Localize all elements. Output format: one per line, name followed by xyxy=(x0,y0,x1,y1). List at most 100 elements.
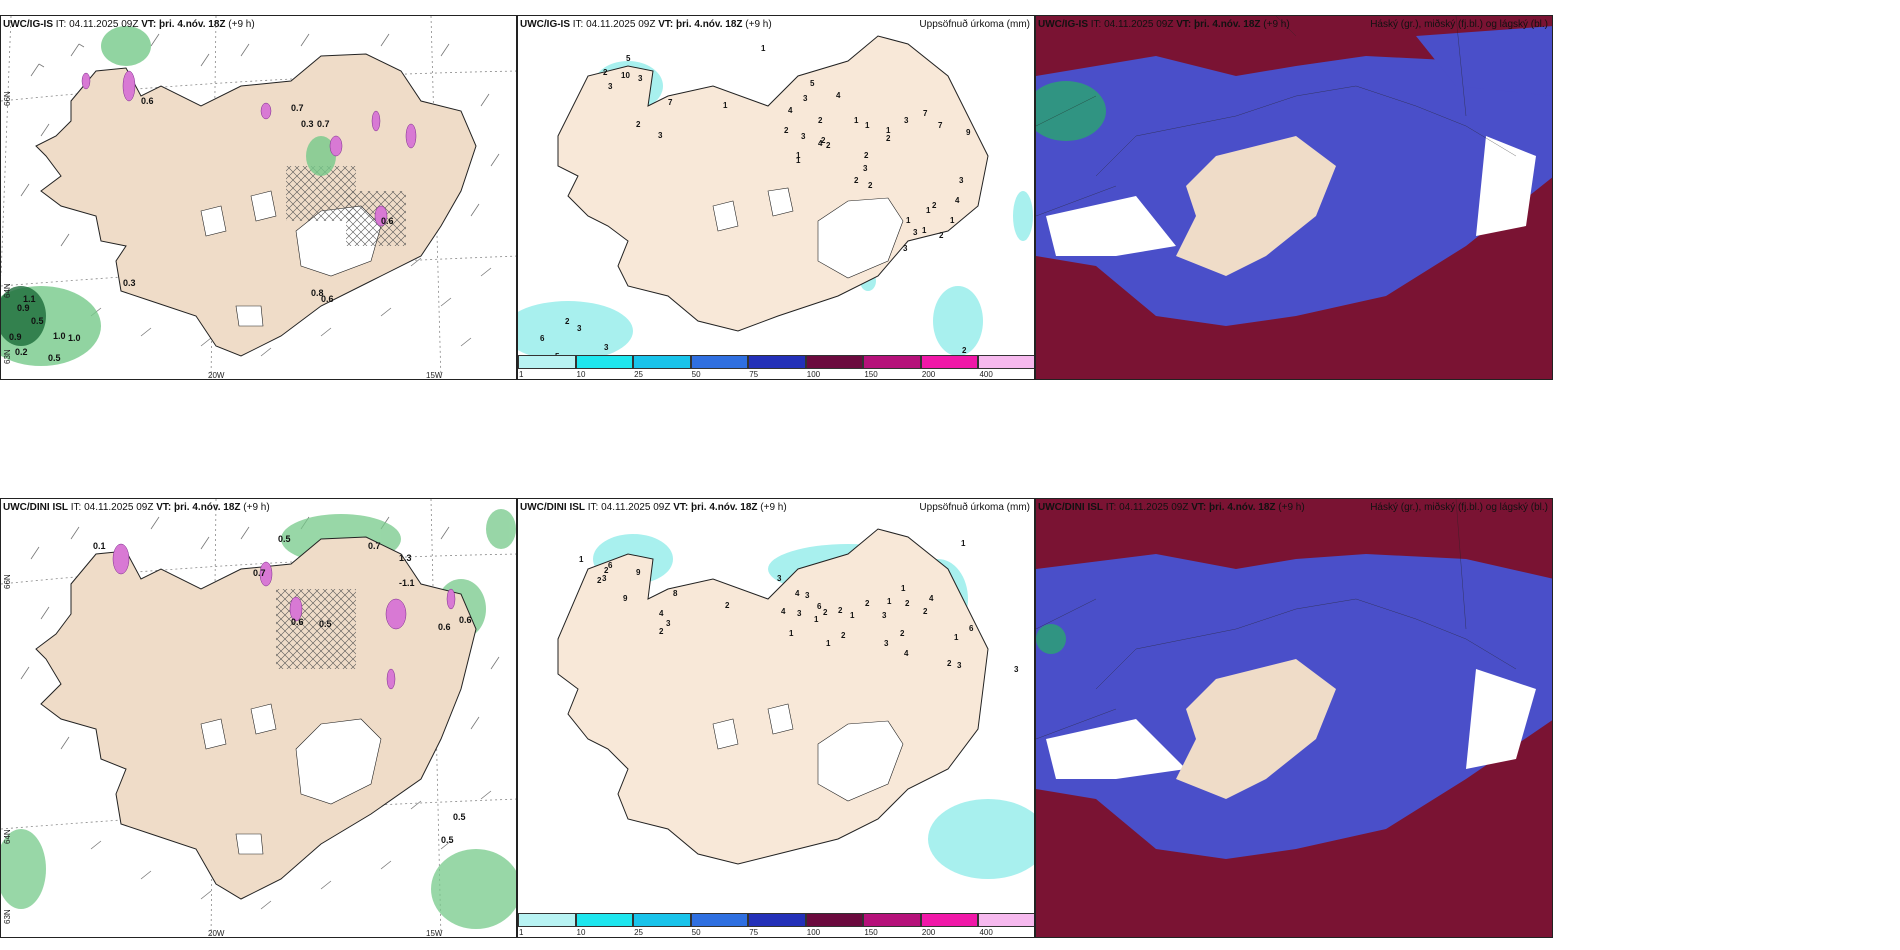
precip-amount-label: 6 xyxy=(969,624,974,633)
precip-amount-label: 9 xyxy=(966,128,971,137)
precip-amount-label: 3 xyxy=(602,574,607,583)
precip-amount-label: 2 xyxy=(932,201,937,210)
precip-value: 0.6 xyxy=(438,622,451,632)
colorbar-swatch xyxy=(575,355,634,369)
precip-amount-label: 3 xyxy=(608,82,613,91)
colorbar-tick: 1 xyxy=(519,928,524,937)
wind-map xyxy=(1,16,516,379)
precip-value: 0.5 xyxy=(441,835,454,845)
precip-amount-label: 9 xyxy=(623,594,628,603)
precip-map xyxy=(557,528,1034,879)
precip-amount-label: 7 xyxy=(668,98,673,107)
wind-map xyxy=(1,499,516,937)
lon-label: 20W xyxy=(208,929,225,938)
panel-title: Háský (gr.), miðský (fj.bl.) og lágský (… xyxy=(1370,502,1548,513)
precip-amount-label: 3 xyxy=(805,591,810,600)
precip-amount-label: 1 xyxy=(926,206,931,215)
precip-amount-label: 3 xyxy=(957,661,962,670)
colorbar-tick: 25 xyxy=(634,370,644,379)
iceland-land xyxy=(557,35,989,332)
precip-amount-label: 9 xyxy=(636,568,641,577)
colorbar-swatch xyxy=(978,355,1034,369)
precip-amount-label: 4 xyxy=(818,139,823,148)
precip-amount-label: 3 xyxy=(884,639,889,648)
precip-value: -1.1 xyxy=(399,578,415,588)
colorbar-tick: 75 xyxy=(749,928,759,937)
precip-amount-label: 6 xyxy=(817,602,822,611)
precip-amount-label: 4 xyxy=(788,106,793,115)
precip-amount-label: 3 xyxy=(604,343,609,352)
precip-amount-label: 2 xyxy=(604,566,609,575)
precip-amount-label: 5 xyxy=(810,79,815,88)
precip-amount-label: 1 xyxy=(723,101,728,110)
precip-amount-label: 2 xyxy=(821,136,826,145)
precip-value: 0.1 xyxy=(93,541,106,551)
precip-amount-label: 3 xyxy=(913,228,918,237)
map-panel-clouds-dini: UWC/DINI ISL IT: 04.11.2025 09Z VT: þri.… xyxy=(1035,498,1553,938)
panel-header: UWC/DINI ISL IT: 04.11.2025 09Z VT: þri.… xyxy=(520,502,787,513)
precip-value: 0.6 xyxy=(381,216,394,226)
panel-header: UWC/IG-IS IT: 04.11.2025 09Z VT: þri. 4.… xyxy=(520,19,772,30)
precip-amount-label: 1 xyxy=(826,639,831,648)
precip-amount-label: 2 xyxy=(939,231,944,240)
colorbar-swatch xyxy=(920,913,979,927)
precip-amount-label: 1 xyxy=(761,44,766,53)
colorbar-tick: 50 xyxy=(691,370,701,379)
precip-amount-label: 1 xyxy=(887,597,892,606)
precip-amount-label: 5 xyxy=(626,54,631,63)
precip-amount-label: 2 xyxy=(784,126,789,135)
precip-amount-label: 2 xyxy=(868,181,873,190)
precip-amount-label: 4 xyxy=(659,609,664,618)
lat-label: 64N xyxy=(3,829,12,844)
precip-amount-label: 2 xyxy=(962,346,967,355)
precip-amount-label: 10 xyxy=(621,71,630,80)
lon-label: 20W xyxy=(208,371,225,380)
precip-amount-label: 1 xyxy=(886,126,891,135)
precip-value: 0.6 xyxy=(141,96,154,106)
precip-amount-label: 2 xyxy=(900,629,905,638)
precip-amount-label: 4 xyxy=(955,196,960,205)
precip-amount-label: 2 xyxy=(854,176,859,185)
colorbar-swatch xyxy=(863,355,921,369)
panel-title: Uppsöfnuð úrkoma (mm) xyxy=(919,19,1030,30)
precip-value: 0.3 xyxy=(123,278,136,288)
colorbar-swatch xyxy=(863,913,921,927)
precip-amount-label: 2 xyxy=(905,599,910,608)
precip-amount-label: 3 xyxy=(801,132,806,141)
precip-amount-label: 3 xyxy=(803,94,808,103)
colorbar-swatch xyxy=(575,913,634,927)
precip-amount-label: 6 xyxy=(540,334,545,343)
precip-amount-label: 3 xyxy=(904,116,909,125)
precip-value: 0.9 xyxy=(9,332,22,342)
panel-header: UWC/IG-IS IT: 04.11.2025 09Z VT: þri. 4.… xyxy=(1038,19,1290,30)
precip-amount-label: 1 xyxy=(950,216,955,225)
precip-value: 0.7 xyxy=(291,103,304,113)
precip-amount-label: 3 xyxy=(903,244,908,253)
colorbar-swatch xyxy=(633,913,691,927)
colorbar-tick: 25 xyxy=(634,928,644,937)
colorbar-tick: 75 xyxy=(749,370,759,379)
precip-amount-label: 4 xyxy=(781,607,786,616)
map-panel-wind-ig: UWC/IG-IS IT: 04.11.2025 09Z VT: þri. 4.… xyxy=(0,15,517,380)
map-panel-precip-dini: UWC/DINI ISL IT: 04.11.2025 09Z VT: þri.… xyxy=(517,498,1035,938)
map-panel-clouds-ig: UWC/IG-IS IT: 04.11.2025 09Z VT: þri. 4.… xyxy=(1035,15,1553,380)
precip-amount-label: 4 xyxy=(836,91,841,100)
panel-title: Háský (gr.), miðský (fj.bl.) og lágský (… xyxy=(1370,19,1548,30)
precip-value: 0.2 xyxy=(15,347,28,357)
precip-value: 0.5 xyxy=(278,534,291,544)
colorbar-tick: 1 xyxy=(519,370,524,379)
precip-value: 0.7 xyxy=(253,568,266,578)
precip-amount-label: 4 xyxy=(795,589,800,598)
precip-amount-label: 3 xyxy=(658,131,663,140)
colorbar-tick: 200 xyxy=(921,928,936,937)
precip-amount-label: 2 xyxy=(886,134,891,143)
colorbar-swatch xyxy=(805,913,864,927)
precip-amount-label: 3 xyxy=(863,164,868,173)
precip-amount-label: 2 xyxy=(636,120,641,129)
precip-amount-label: 2 xyxy=(923,607,928,616)
precip-amount-label: 2 xyxy=(603,68,608,77)
precip-amount-label: 2 xyxy=(838,606,843,615)
colorbar-tick: 150 xyxy=(864,928,878,937)
precip-amount-label: 2 xyxy=(841,631,846,640)
precip-amount-label: 2 xyxy=(865,599,870,608)
